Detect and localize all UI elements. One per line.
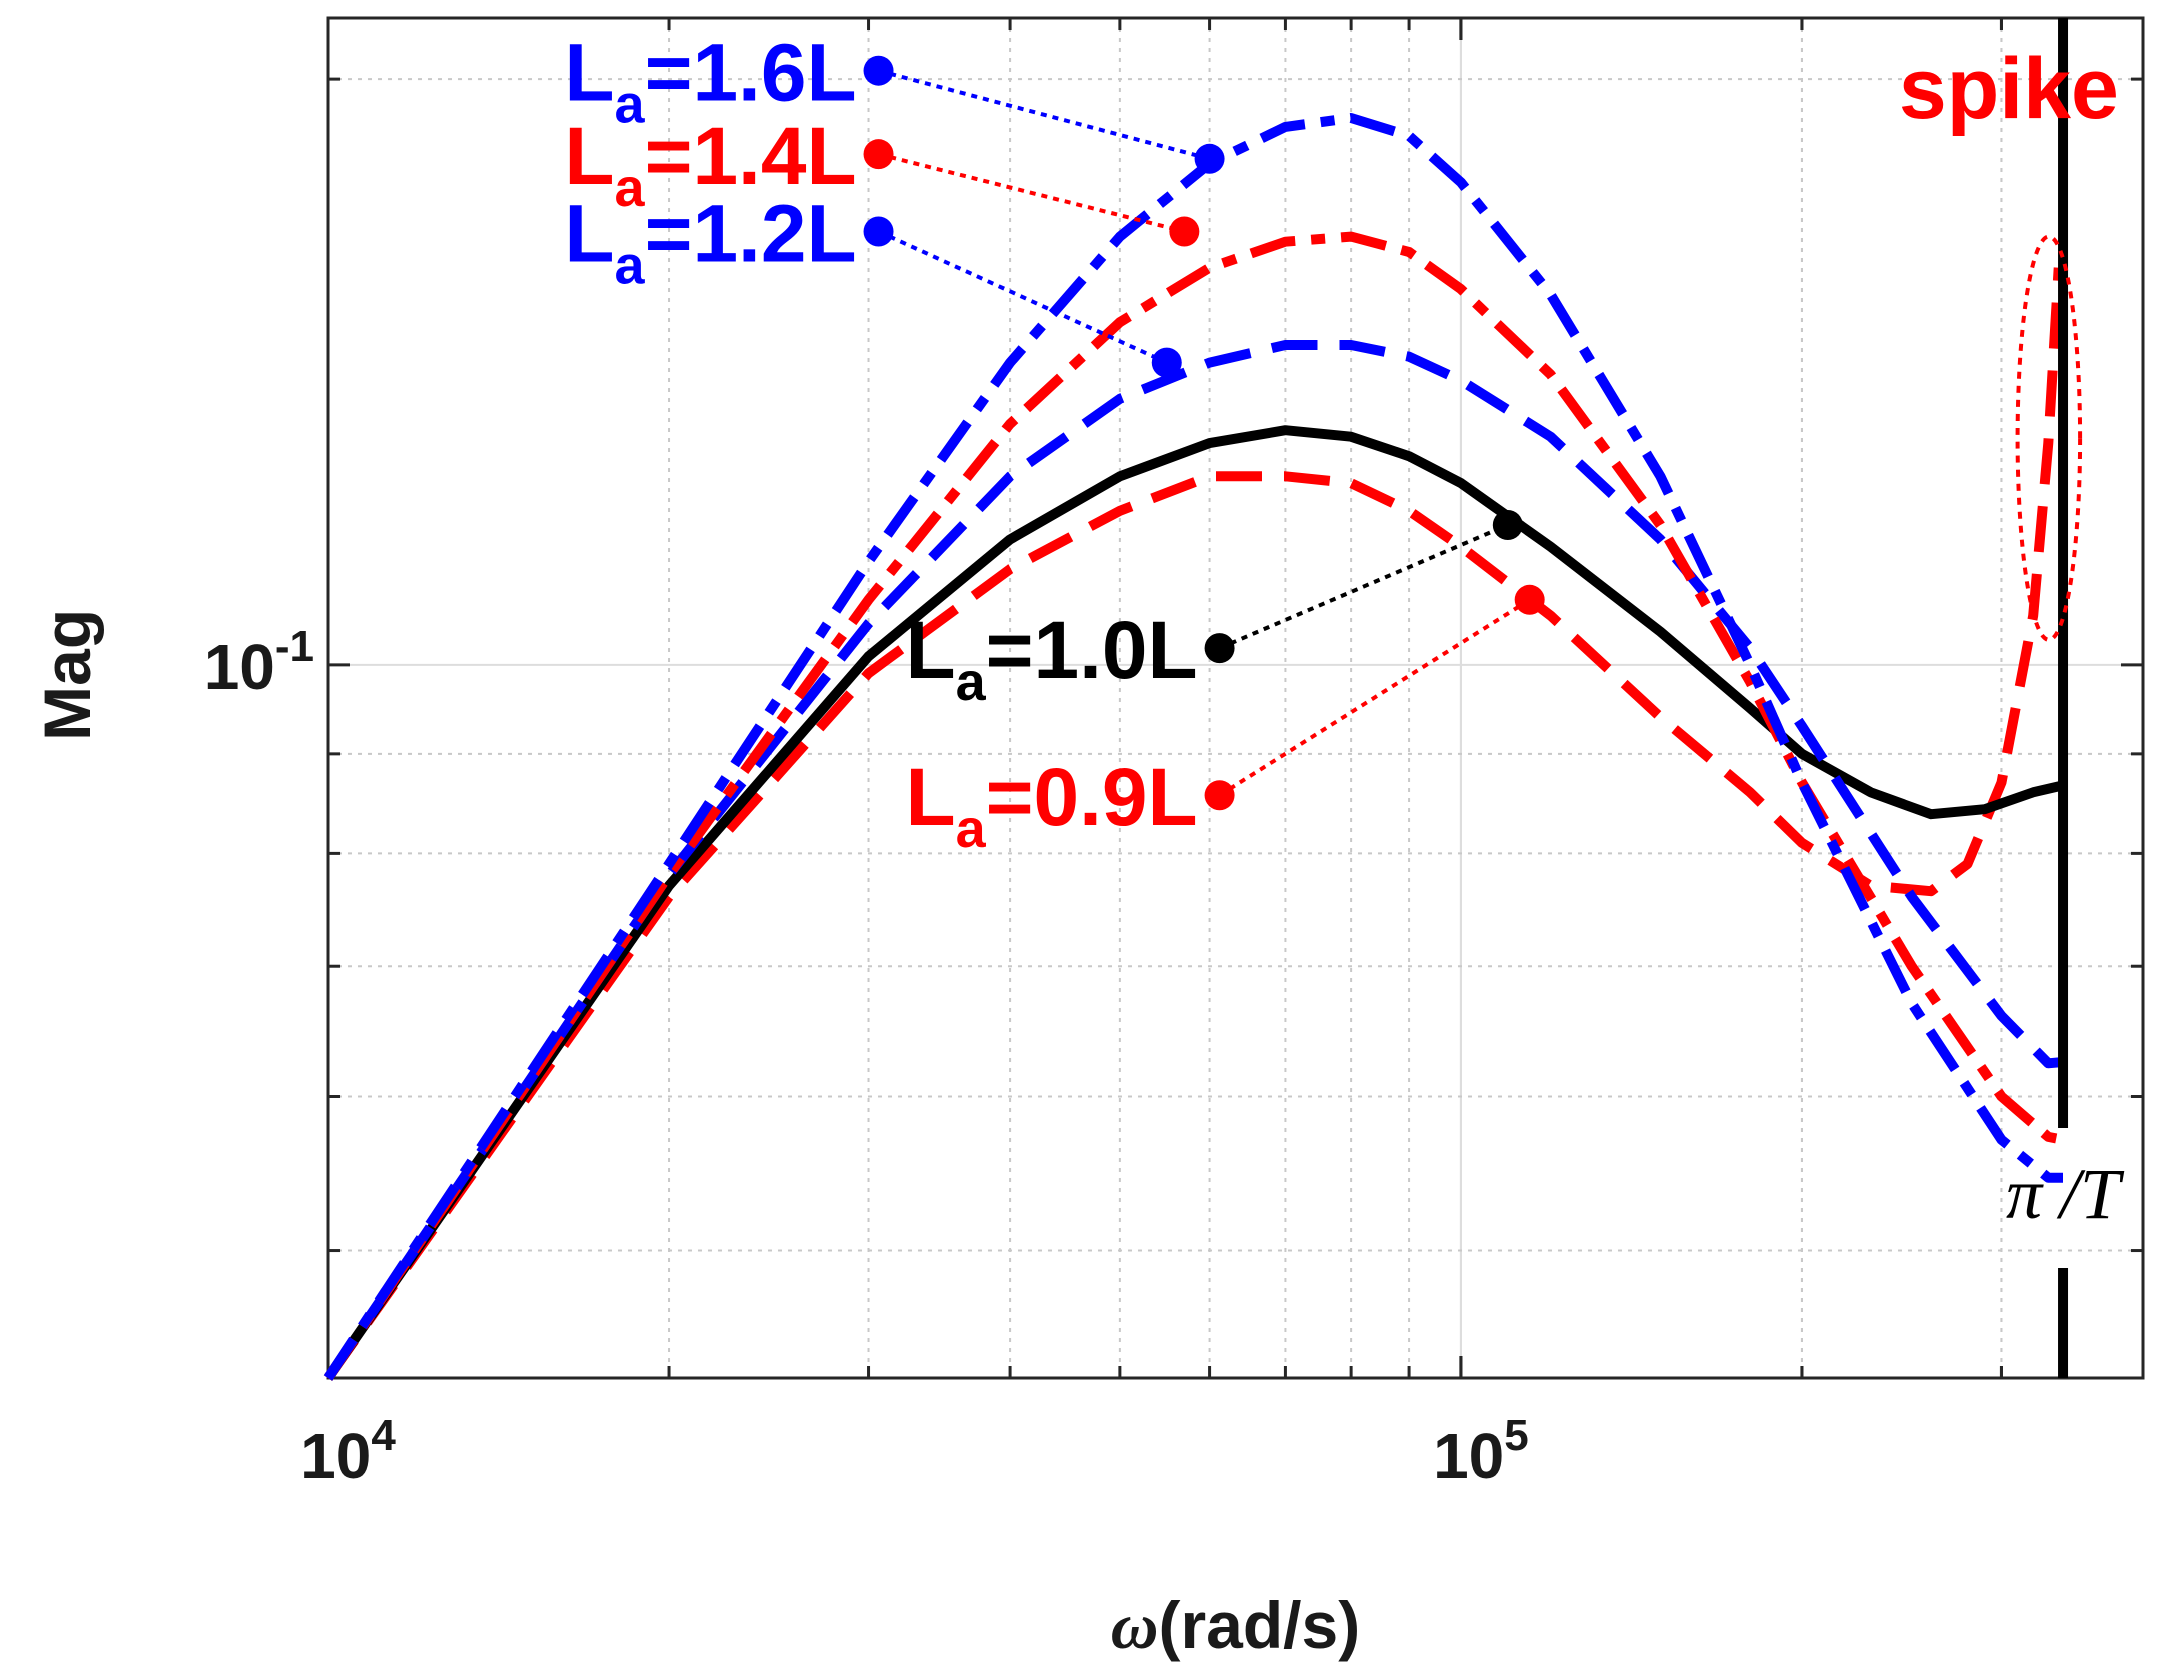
series-line-1-6L <box>323 113 2063 1381</box>
series-label-subscript: a <box>615 75 646 135</box>
nyquist-label: π /T <box>2006 1154 2125 1234</box>
leader-dot-end <box>1514 584 1545 615</box>
spike-ellipse <box>2015 234 2083 642</box>
series-label-value: =0.9L <box>986 752 1198 843</box>
series-label-subscript: a <box>615 158 646 218</box>
series-label-value: =1.2L <box>645 188 857 279</box>
x-tick-label: 104 <box>300 1411 396 1492</box>
series-label-prefix: L <box>564 28 614 119</box>
grid-lines <box>328 18 2143 1378</box>
series-label: La=0.9L <box>905 752 1197 859</box>
series-lines <box>323 113 2065 1381</box>
y-axis-label: Mag <box>30 609 104 741</box>
series-label-prefix: L <box>905 752 955 843</box>
nyquist-pi: π <box>2006 1154 2044 1234</box>
y-tick-base: 10 <box>204 631 275 703</box>
series-label-prefix: L <box>564 111 614 202</box>
series-label-prefix: L <box>905 605 955 696</box>
series-label: La=1.4L <box>564 111 856 218</box>
x-tick-base: 10 <box>300 1420 371 1492</box>
series-line-1-2L <box>323 340 2064 1381</box>
series-label-subscript: a <box>956 799 987 859</box>
leader-line <box>1218 598 1531 797</box>
axis-labels: ω(rad/s) Mag <box>30 609 1360 1663</box>
series-line-1-0L <box>323 425 2065 1381</box>
series-label: La=1.0L <box>905 605 1197 712</box>
x-tick-exponent: 4 <box>371 1411 396 1460</box>
leader-dot-start <box>863 55 894 86</box>
leader-line <box>1218 523 1509 650</box>
leader-dot-start <box>863 139 894 170</box>
series-label: La=1.2L <box>564 188 856 295</box>
leader-line <box>878 152 1185 234</box>
leader-dot-start <box>863 216 894 247</box>
leader-dot-end <box>1194 143 1225 174</box>
series-label-prefix: L <box>564 188 614 279</box>
series-line-1-4L <box>323 231 2064 1381</box>
nyquist-T: T <box>2080 1154 2125 1234</box>
series-label: La=1.6L <box>564 28 856 135</box>
series-label-subscript: a <box>956 652 987 712</box>
x-tick-label: 105 <box>1433 1411 1529 1492</box>
leader-dot-start <box>1204 633 1235 664</box>
y-tick-label: 10-1 <box>204 622 314 703</box>
series-label-value: =1.0L <box>986 605 1198 696</box>
leader-line <box>878 68 1211 161</box>
series-label-value: =1.4L <box>645 111 857 202</box>
x-tick-base: 10 <box>1433 1420 1504 1492</box>
spike-label: spike <box>1899 41 2119 137</box>
y-tick-exponent: -1 <box>275 622 314 671</box>
leader-dot-end <box>1169 216 1200 247</box>
leader-dot-end <box>1151 347 1182 378</box>
leader-dot-end <box>1492 509 1523 540</box>
x-tick-exponent: 5 <box>1504 1411 1528 1460</box>
x-axis-label: ω(rad/s) <box>1111 1588 1360 1663</box>
series-label-value: =1.6L <box>645 28 857 119</box>
plot-frame <box>326 16 2145 1380</box>
leader-dot-start <box>1204 780 1235 811</box>
x-axis-symbol: ω <box>1111 1590 1159 1663</box>
nyquist-slash: / <box>2042 1154 2086 1234</box>
leader-line <box>877 229 1168 365</box>
series-label-subscript: a <box>615 235 646 295</box>
x-axis-unit: (rad/s) <box>1159 1588 1361 1662</box>
